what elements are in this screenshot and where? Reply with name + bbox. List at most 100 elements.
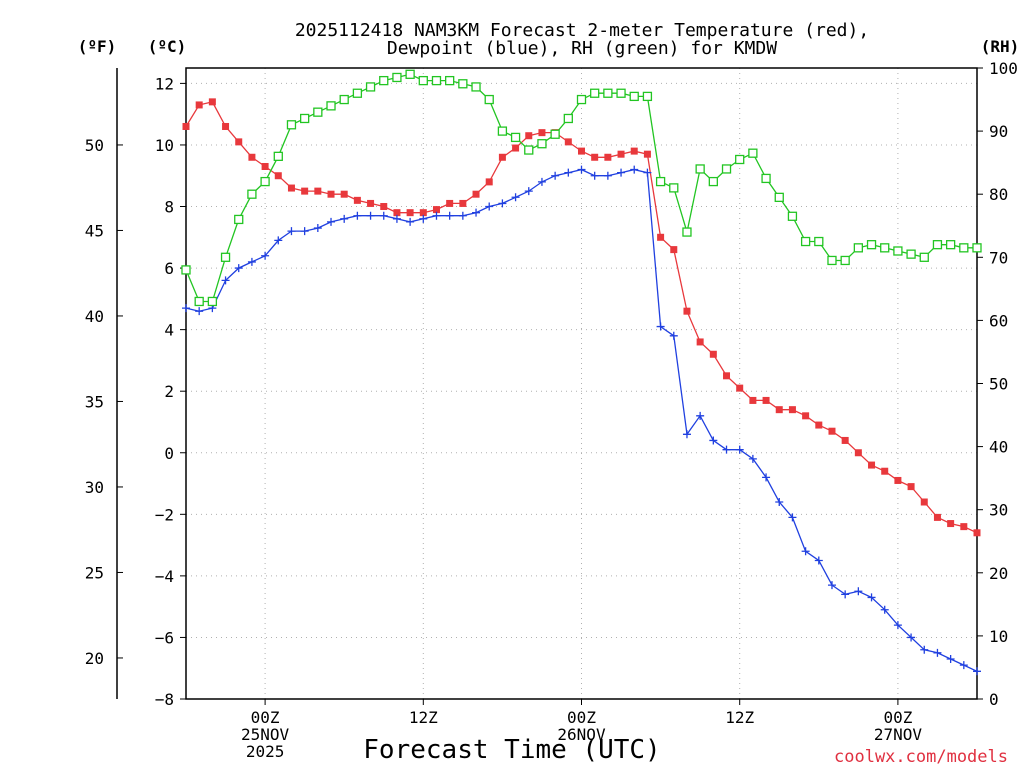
- data-point: [762, 396, 770, 404]
- data-point: [604, 153, 612, 161]
- data-point: [366, 211, 375, 220]
- data-point: [248, 153, 256, 161]
- data-point: [655, 176, 666, 187]
- data-point: [748, 454, 757, 463]
- data-point: [208, 98, 216, 106]
- data-point: [182, 304, 190, 313]
- chart-title-line2: Dewpoint (blue), RH (green) for KMDW: [387, 38, 777, 59]
- data-point: [682, 430, 691, 439]
- series-temperature: [182, 98, 981, 537]
- rh-tick-label: 70: [989, 248, 1008, 267]
- data-point: [234, 264, 243, 273]
- gridlines: [186, 68, 977, 700]
- time-tick-label: 25NOV: [241, 725, 290, 744]
- series-dewpoint: [182, 165, 981, 676]
- data-point: [960, 523, 968, 531]
- data-point: [340, 214, 349, 223]
- data-point: [207, 296, 218, 307]
- data-point: [815, 421, 823, 429]
- data-point: [260, 176, 270, 187]
- data-point: [432, 206, 440, 214]
- data-point: [723, 372, 731, 380]
- data-point: [590, 88, 600, 98]
- data-point: [933, 513, 941, 521]
- data-point: [445, 211, 454, 220]
- data-point: [525, 132, 533, 140]
- rh-unit-label: (RH): [981, 37, 1020, 56]
- data-point: [406, 217, 415, 226]
- series-relative: [181, 69, 982, 307]
- data-point: [881, 467, 889, 475]
- data-point: [920, 645, 929, 654]
- celsius-tick-label: −8: [155, 690, 174, 709]
- data-point: [498, 199, 507, 208]
- credit-link[interactable]: coolwx.com/models: [834, 747, 1008, 767]
- data-point: [418, 75, 428, 86]
- data-point: [933, 648, 942, 657]
- data-point: [195, 101, 203, 109]
- data-point: [512, 144, 520, 152]
- data-point: [472, 190, 480, 198]
- fahrenheit-tick-label: 40: [85, 307, 104, 326]
- chart-title-line1: 2025112418 NAM3KM Forecast 2-meter Tempe…: [295, 20, 869, 41]
- data-point: [261, 251, 270, 260]
- data-point: [801, 547, 810, 556]
- data-point: [775, 498, 784, 507]
- data-point: [313, 224, 322, 233]
- rh-tick-label: 0: [989, 690, 999, 709]
- data-point: [854, 449, 862, 457]
- celsius-tick-label: 6: [164, 259, 174, 278]
- data-point: [880, 605, 889, 614]
- data-point: [761, 173, 771, 184]
- data-point: [578, 147, 585, 155]
- data-point: [828, 427, 836, 435]
- data-point: [393, 209, 401, 217]
- data-point: [774, 192, 784, 203]
- data-point: [577, 165, 586, 174]
- data-point: [380, 203, 388, 211]
- time-tick-label: 00Z: [251, 708, 280, 727]
- data-point: [643, 150, 651, 158]
- data-point: [630, 147, 638, 155]
- data-point: [603, 171, 612, 180]
- celsius-tick-label: 4: [164, 321, 174, 340]
- data-point: [326, 101, 336, 111]
- data-point: [669, 331, 678, 340]
- data-point: [445, 75, 455, 86]
- data-point: [300, 227, 309, 236]
- data-point: [287, 184, 295, 192]
- data-point: [458, 211, 467, 220]
- rh-tick-label: 80: [989, 185, 1008, 204]
- data-point: [379, 211, 388, 220]
- data-point: [802, 412, 810, 420]
- celsius-tick-label: 10: [155, 136, 174, 155]
- data-point: [616, 88, 626, 98]
- data-point: [947, 520, 955, 528]
- time-tick-label: 27NOV: [874, 725, 923, 744]
- data-point: [314, 187, 322, 195]
- rh-tick-label: 50: [989, 375, 1008, 394]
- data-point: [603, 88, 613, 98]
- celsius-tick-label: 8: [164, 198, 174, 217]
- data-point: [286, 120, 297, 130]
- data-point: [854, 587, 863, 596]
- data-point: [353, 211, 362, 220]
- data-point: [749, 396, 757, 404]
- data-point: [853, 243, 863, 253]
- rh-tick-label: 90: [989, 122, 1008, 141]
- rh-tick-label: 10: [989, 627, 1008, 646]
- data-point: [907, 633, 916, 642]
- data-point: [696, 338, 704, 346]
- data-point: [920, 498, 928, 506]
- data-point: [274, 172, 282, 180]
- celsius-tick-label: 0: [164, 444, 174, 463]
- data-point: [617, 168, 626, 177]
- data-point: [273, 151, 283, 161]
- data-point: [510, 132, 521, 143]
- data-point: [234, 214, 244, 225]
- data-point: [181, 265, 191, 275]
- data-point: [946, 654, 955, 663]
- fahrenheit-tick-label: 50: [85, 136, 104, 155]
- data-point: [642, 91, 653, 102]
